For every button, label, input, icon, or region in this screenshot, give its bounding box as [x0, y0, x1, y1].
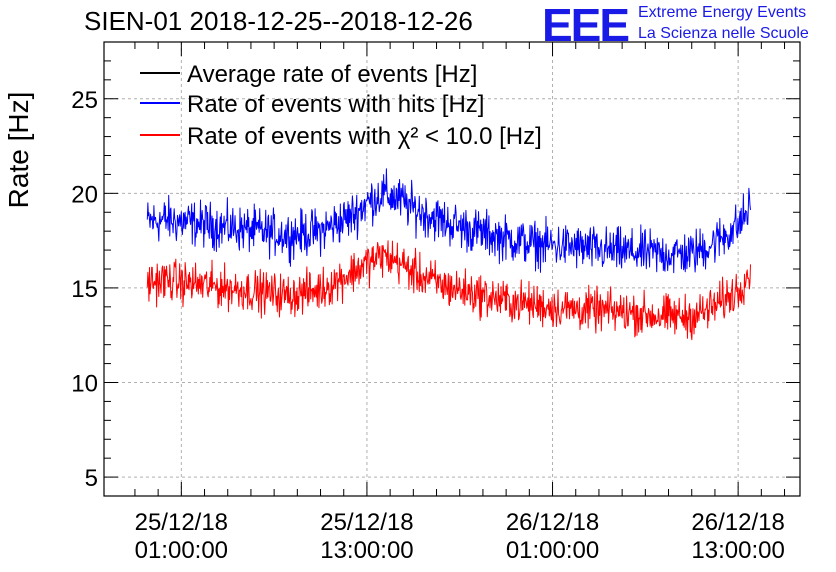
y-tick-label: 10	[71, 371, 98, 398]
legend-label-1: Rate of events with hits [Hz]	[187, 91, 484, 118]
eee-logo: EEE	[542, 0, 630, 51]
x-tick-label-time: 13:00:00	[320, 537, 413, 564]
x-tick-label-date: 25/12/18	[135, 509, 228, 536]
x-tick-label-time: 01:00:00	[135, 537, 228, 564]
legend-label-2: Rate of events with χ² < 10.0 [Hz]	[187, 123, 542, 150]
brand-line-1: Extreme Energy Events	[638, 4, 807, 21]
series-line-2	[146, 240, 752, 341]
x-tick-label-date: 25/12/18	[320, 509, 413, 536]
legend-label-0: Average rate of events [Hz]	[187, 61, 477, 88]
y-tick-label: 5	[85, 465, 98, 492]
x-tick-label-time: 13:00:00	[691, 537, 784, 564]
brand-line-2: La Scienza nelle Scuole	[638, 25, 809, 42]
x-tick-label-date: 26/12/18	[691, 509, 784, 536]
x-tick-label-date: 26/12/18	[506, 509, 599, 536]
series-line-1	[146, 168, 752, 274]
x-tick-label-time: 01:00:00	[506, 537, 599, 564]
y-tick-label: 15	[71, 276, 98, 303]
y-tick-label: 25	[71, 87, 98, 114]
y-tick-label: 20	[71, 181, 98, 208]
chart-title: SIEN-01 2018-12-25--2018-12-26	[84, 6, 473, 36]
